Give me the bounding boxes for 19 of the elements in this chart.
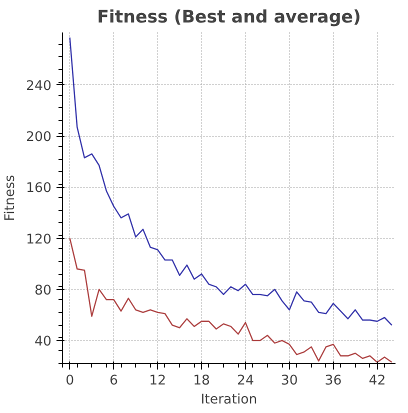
- x-tick-label: 12: [149, 374, 166, 388]
- x-tick-label: 36: [324, 374, 342, 388]
- y-tick-label: 200: [26, 130, 52, 146]
- x-tick-label: 18: [193, 374, 210, 388]
- line-series: [69, 36, 392, 326]
- y-tick-label: 240: [26, 78, 52, 94]
- line-series: [69, 238, 392, 363]
- y-tick-label: 120: [26, 232, 52, 248]
- chart-title: Fitness (Best and average): [97, 8, 361, 28]
- y-tick-label: 40: [34, 334, 52, 350]
- x-tick-label: 24: [236, 374, 254, 388]
- x-tick-label: 0: [66, 374, 74, 388]
- y-tick-label: 80: [34, 283, 52, 298]
- x-tick-label: 6: [109, 374, 118, 388]
- x-tick-label: 42: [368, 374, 386, 388]
- x-axis-title: Iteration: [200, 392, 258, 408]
- y-axis-title: Fitness: [3, 174, 18, 222]
- y-tick-label: 160: [26, 181, 52, 196]
- x-tick-label: 30: [280, 374, 298, 388]
